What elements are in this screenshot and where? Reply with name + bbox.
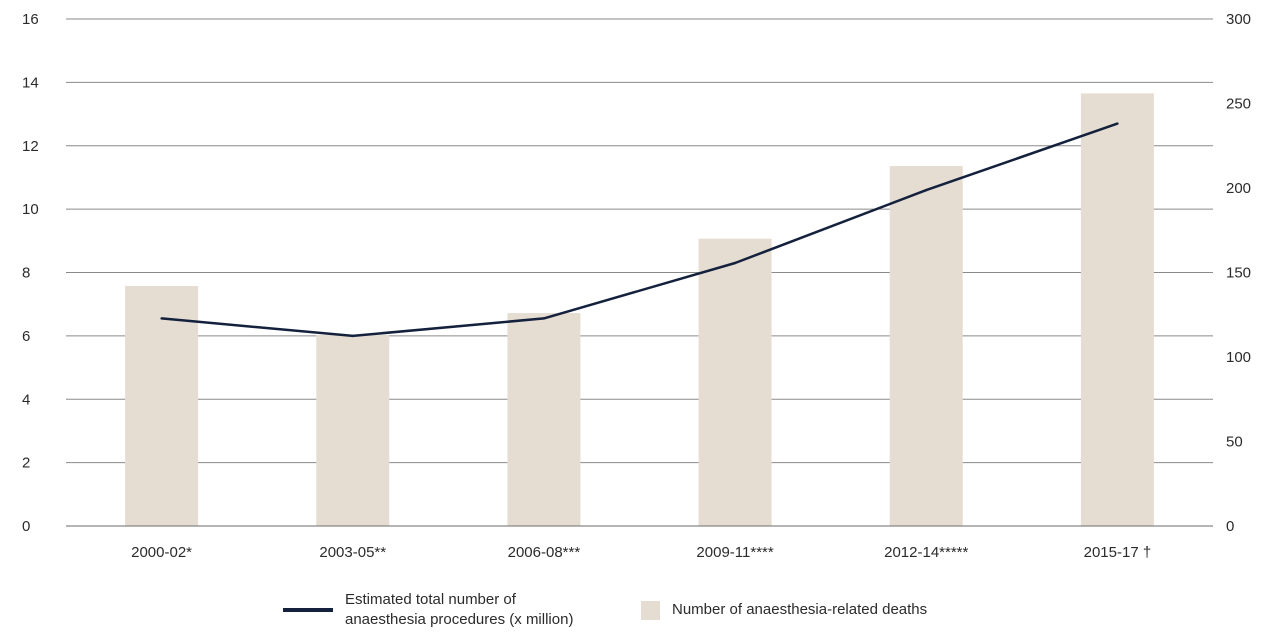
legend-label-procedures-line1: Estimated total number of (345, 591, 516, 608)
legend-label-procedures: Estimated total number of anaesthesia pr… (345, 590, 573, 630)
y-left-tick-label: 14 (22, 74, 39, 91)
y-right-tick-label: 250 (1226, 96, 1251, 113)
y-left-tick-label: 10 (22, 201, 39, 218)
line-point (733, 261, 737, 265)
y-left-tick-label: 0 (22, 518, 30, 535)
y-left-tick-label: 12 (22, 138, 39, 155)
bar (125, 286, 199, 526)
procedures-line (161, 122, 1118, 338)
line-point (542, 317, 546, 320)
legend: Estimated total number of anaesthesia pr… (0, 590, 1262, 634)
combo-chart: 0 2 4 6 8 10 12 14 16 0 50 100 150 200 250 300 2000-02* 2… (22, 11, 1251, 561)
legend-label-deaths: Number of anaesthesia-related deaths (672, 601, 928, 618)
bar (316, 335, 390, 526)
line-point (1116, 122, 1119, 125)
y-right-tick-label: 50 (1226, 434, 1243, 451)
line-point (925, 188, 928, 192)
y-left-tick-label: 8 (22, 265, 30, 282)
y-right-tick-label: 100 (1226, 349, 1251, 366)
legend-item-deaths: Number of anaesthesia-related deaths (641, 600, 927, 620)
y-left-tick-label: 4 (22, 391, 30, 408)
y-right-tick-label: 300 (1226, 11, 1251, 28)
line-point (160, 317, 163, 320)
x-tick-label: 2009-11**** (696, 544, 773, 561)
x-tick-label: 2000-02* (131, 544, 192, 561)
y-right-tick-label: 200 (1226, 180, 1251, 197)
y-right-tick-label: 0 (1226, 518, 1234, 535)
bar (1080, 93, 1154, 527)
legend-bar-swatch (641, 600, 660, 620)
x-tick-label: 2006-08*** (508, 544, 581, 561)
bar (698, 238, 772, 526)
y-left-tick-label: 6 (22, 328, 30, 345)
y-left-tick-label: 16 (22, 11, 39, 28)
legend-line-swatch (283, 608, 333, 612)
bar (507, 313, 581, 526)
legend-label-procedures-line2: anaesthesia procedures (x million) (345, 611, 574, 628)
x-tick-label: 2012-14***** (884, 544, 968, 561)
y-right-tick-label: 150 (1226, 265, 1251, 282)
legend-item-procedures: Estimated total number of anaesthesia pr… (283, 590, 573, 630)
x-tick-label: 2015-17 † (1084, 544, 1152, 561)
y-left-tick-label: 2 (22, 455, 30, 472)
line-point (351, 334, 354, 338)
bar (889, 166, 963, 526)
x-tick-label: 2003-05** (319, 544, 386, 561)
